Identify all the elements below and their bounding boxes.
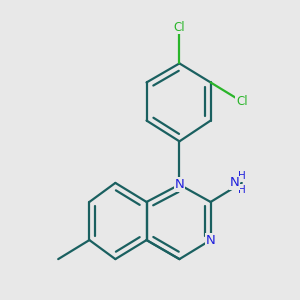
Text: N: N [175, 178, 184, 191]
Text: N: N [206, 234, 215, 247]
Text: Cl: Cl [236, 95, 248, 108]
Text: H: H [238, 185, 246, 195]
Text: Cl: Cl [174, 20, 185, 34]
Text: H: H [238, 171, 246, 181]
Text: N: N [230, 176, 240, 189]
